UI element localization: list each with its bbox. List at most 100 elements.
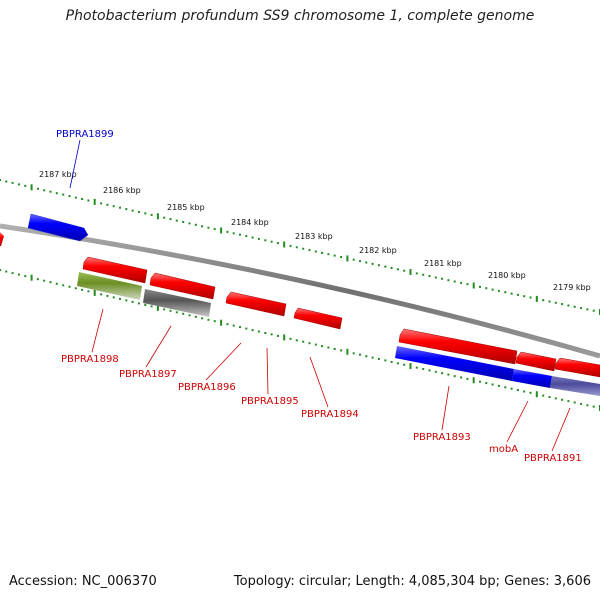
outer-minor-tick	[251, 236, 254, 239]
inner-minor-tick	[314, 343, 317, 346]
outer-minor-tick	[352, 258, 355, 261]
outer-minor-tick	[302, 247, 305, 250]
gene-PBPRA1896-arrow[interactable]	[225, 291, 287, 317]
inner-minor-tick	[504, 386, 507, 389]
inner-major-tick	[283, 334, 286, 341]
outer-minor-tick	[36, 187, 39, 190]
gene-label-PBPRA1894[interactable]: PBPRA1894	[301, 409, 359, 420]
outer-minor-tick	[87, 199, 90, 202]
outer-minor-tick	[270, 240, 273, 243]
gene-label-PBPRA1893[interactable]: PBPRA1893	[413, 432, 471, 443]
outer-minor-tick	[548, 300, 551, 303]
gene-PBPRA1895-arrow[interactable]	[293, 307, 343, 330]
outer-minor-tick	[371, 262, 374, 265]
inner-minor-tick	[169, 309, 172, 312]
outer-minor-tick	[453, 280, 456, 283]
inner-minor-tick	[497, 384, 500, 387]
outer-minor-tick	[245, 235, 248, 238]
inner-minor-tick	[516, 389, 519, 392]
accession-label: Accession: NC_006370	[9, 574, 157, 589]
outer-minor-tick	[150, 213, 153, 216]
kbp-label-2182: 2182 kbp	[359, 246, 397, 255]
cog-feature-gray	[143, 289, 211, 317]
outer-minor-tick	[17, 183, 20, 186]
inner-minor-tick	[232, 324, 235, 327]
cog-feature-green	[77, 272, 142, 300]
gene-PBPRA1891-arrow[interactable]	[554, 357, 600, 378]
outer-minor-tick	[276, 242, 279, 245]
inner-minor-tick	[100, 293, 103, 296]
gene-label-PBPRA1891[interactable]: PBPRA1891	[524, 453, 582, 464]
inner-minor-tick	[340, 349, 343, 352]
outer-minor-tick	[529, 296, 532, 299]
outer-tick-ring	[0, 179, 600, 315]
gene-label-PBPRA1896[interactable]: PBPRA1896	[178, 382, 236, 393]
outer-minor-tick	[0, 179, 1, 181]
inner-minor-tick	[567, 400, 570, 403]
outer-minor-tick	[542, 299, 545, 302]
outer-major-tick	[535, 295, 538, 302]
inner-minor-tick	[491, 383, 494, 386]
leader-PBPRA1891	[551, 407, 571, 452]
outer-minor-tick	[144, 212, 147, 215]
outer-minor-tick	[327, 253, 330, 256]
gene-mobA-arrow[interactable]	[515, 351, 557, 372]
inner-minor-tick	[548, 396, 551, 398]
inner-minor-tick	[453, 375, 456, 378]
outer-minor-tick	[377, 264, 380, 267]
outer-minor-tick	[74, 196, 77, 199]
outer-minor-tick	[479, 285, 481, 288]
outer-minor-tick	[188, 222, 191, 225]
inner-minor-tick	[441, 372, 444, 375]
outer-minor-tick	[264, 239, 267, 242]
inner-minor-tick	[308, 342, 311, 345]
gene-label-PBPRA1895[interactable]: PBPRA1895	[241, 396, 299, 407]
gene-PBPRA1893-arrow[interactable]	[398, 328, 518, 365]
outer-minor-tick	[289, 244, 292, 247]
inner-minor-tick	[460, 376, 463, 379]
inner-minor-tick	[251, 329, 254, 332]
outer-minor-tick	[365, 261, 368, 264]
outer-major-tick	[220, 227, 223, 234]
inner-minor-tick	[289, 337, 292, 340]
outer-minor-tick	[491, 288, 494, 291]
outer-major-tick	[472, 282, 475, 289]
outer-minor-tick	[194, 223, 197, 226]
outer-major-tick	[156, 213, 159, 220]
inner-minor-tick	[561, 398, 564, 401]
kbp-label-2186: 2186 kbp	[103, 186, 141, 195]
inner-minor-tick	[87, 290, 90, 293]
inner-minor-tick	[257, 330, 260, 333]
gene-label-PBPRA1897[interactable]: PBPRA1897	[119, 369, 177, 380]
outer-minor-tick	[441, 277, 444, 280]
outer-minor-tick	[100, 202, 103, 205]
inner-minor-tick	[55, 282, 58, 285]
outer-minor-tick	[460, 281, 463, 284]
gene-left-partial-arrow[interactable]	[0, 232, 4, 246]
cog-feature-slate	[550, 376, 600, 396]
inner-minor-tick	[239, 326, 241, 329]
gene-label-PBPRA1898[interactable]: PBPRA1898	[61, 354, 119, 365]
label-leaders	[69, 139, 571, 452]
outer-minor-tick	[112, 205, 115, 208]
inner-minor-tick	[119, 297, 121, 300]
inner-minor-tick	[182, 312, 185, 315]
inner-minor-tick	[68, 285, 71, 288]
inner-major-tick	[472, 377, 475, 384]
gene-label-mobA[interactable]: mobA	[489, 444, 518, 455]
inner-minor-tick	[276, 334, 279, 337]
inner-minor-tick	[11, 272, 14, 275]
inner-minor-tick	[365, 355, 368, 358]
outer-minor-tick	[257, 237, 260, 240]
kbp-label-2184: 2184 kbp	[231, 218, 269, 227]
inner-minor-tick	[36, 278, 39, 281]
outer-minor-tick	[422, 273, 425, 276]
gene-PBPRA1897-arrow[interactable]	[149, 272, 216, 300]
gene-label-PBPRA1899[interactable]: PBPRA1899	[56, 129, 114, 140]
outer-minor-tick	[592, 309, 595, 312]
gene-PBPRA1899-arrow[interactable]	[27, 213, 89, 242]
outer-minor-tick	[55, 192, 58, 195]
inner-minor-tick	[295, 339, 298, 342]
inner-minor-tick	[150, 305, 153, 308]
gene-PBPRA1898-arrow[interactable]	[82, 256, 148, 284]
